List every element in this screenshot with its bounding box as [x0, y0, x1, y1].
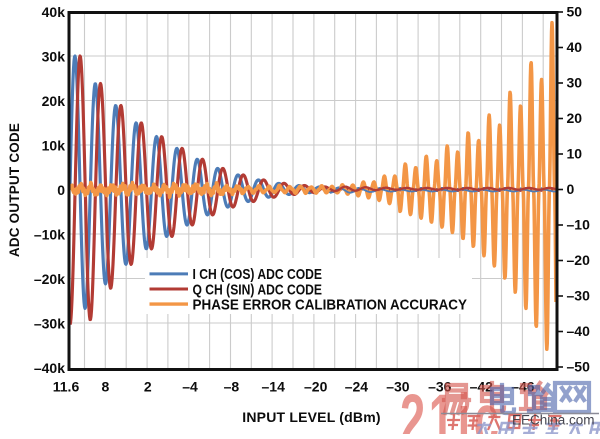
svg-text:–50: –50 [567, 359, 591, 375]
svg-text:ADC OUTPUT CODE: ADC OUTPUT CODE [7, 123, 22, 257]
svg-text:–10: –10 [567, 217, 591, 233]
svg-text:10k: 10k [42, 138, 66, 154]
svg-text:Q CH (SIN) ADC CODE: Q CH (SIN) ADC CODE [193, 281, 323, 298]
svg-text:PHASE ERROR CALIBRATION ACCURA: PHASE ERROR CALIBRATION ACCURACY [193, 296, 468, 313]
svg-text:–40k: –40k [34, 360, 65, 376]
svg-text:40k: 40k [42, 4, 66, 20]
svg-text:50: 50 [567, 4, 583, 20]
svg-text:–24: –24 [345, 379, 369, 395]
svg-text:–20: –20 [304, 379, 328, 395]
svg-text:10: 10 [567, 146, 583, 162]
svg-text:2: 2 [144, 379, 152, 395]
svg-text:–4: –4 [182, 379, 198, 395]
svg-text:11.6: 11.6 [53, 379, 80, 395]
svg-text:INPUT LEVEL (dBm): INPUT LEVEL (dBm) [242, 409, 380, 425]
svg-text:–10k: –10k [34, 227, 65, 243]
svg-text:–20k: –20k [34, 271, 65, 287]
svg-text:20: 20 [567, 110, 583, 126]
svg-text:20k: 20k [42, 93, 66, 109]
svg-text:I CH (COS) ADC CODE: I CH (COS) ADC CODE [193, 266, 323, 283]
svg-text:EEChina.com: EEChina.com [512, 413, 595, 428]
svg-text:40: 40 [567, 39, 583, 55]
svg-text:–20: –20 [567, 252, 591, 268]
svg-text:30k: 30k [42, 49, 66, 65]
svg-text:8: 8 [102, 379, 110, 395]
svg-text:–14: –14 [262, 379, 286, 395]
svg-text:–40: –40 [567, 323, 591, 339]
svg-text:–30k: –30k [34, 316, 65, 332]
svg-text:–30: –30 [386, 379, 410, 395]
svg-text:0: 0 [567, 181, 575, 197]
svg-text:–8: –8 [224, 379, 240, 395]
svg-text:0: 0 [57, 182, 65, 198]
svg-text:–30: –30 [567, 288, 591, 304]
svg-text:30: 30 [567, 75, 583, 91]
